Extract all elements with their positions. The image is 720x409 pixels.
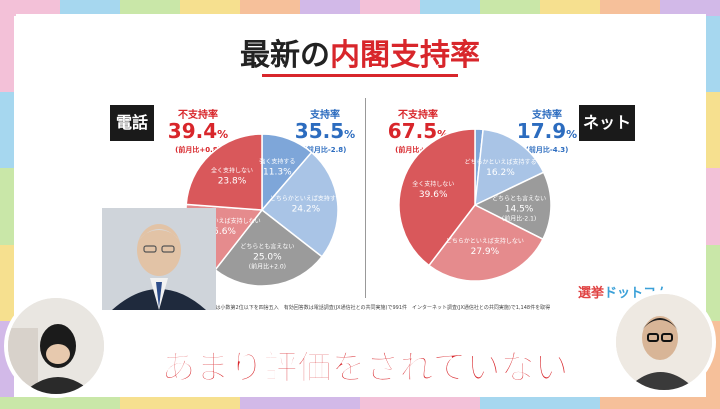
net-slice-label-4: 全く支持しない [412,180,454,188]
section-divider [365,98,366,298]
brand-part1: 選挙 [578,286,605,301]
phone-pie-chart: 強く支持する 11.3% どちらかといえば支持する 24.2% どちらとも言えない 25.… [183,133,342,287]
phone-approve-stat: 支持率 35.5% (前月比-2.8) [290,106,360,155]
phone-disapprove-stat: 不支持率 39.4% (前月比+0.8) [163,106,233,155]
phone-approve-value: 35.5 [294,119,345,143]
net-approve-label: 支持率 [532,110,562,121]
net-slice-1 [474,128,545,207]
net-slice-value-1: 16.2% [486,168,515,178]
net-slice-label-3: どちらかといえば支持しない [446,237,524,245]
net-slice-value-2: 14.5% [505,204,534,214]
title-prefix: 最新の [240,38,330,73]
phone-slice-2 [214,208,324,287]
net-disapprove-label: 不支持率 [398,110,438,121]
right-color-stripes [706,16,720,398]
net-approve-change: (前月比-4.3) [525,146,569,154]
host-webcam-left [4,294,108,398]
phone-slice-label-4: 全く支持しない [211,167,253,175]
host-webcam-right [612,290,716,394]
phone-disapprove-value: 39.4 [167,119,218,143]
net-slice-2 [473,171,552,241]
net-slice-value-3: 27.9% [471,247,500,257]
survey-footnote: ※日本国内の18歳以上の方を対象に実施。数字は小数第2位以下を四捨五入 有効回答… [110,305,551,311]
politician-portrait [102,208,216,310]
net-approve-stat: 支持率 17.9% (前月比-4.3) [512,106,582,155]
phone-disapprove-label: 不支持率 [178,110,218,121]
phone-disapprove-change: (前月比+0.8) [175,146,221,154]
phone-slice-value-3: 15.6% [207,227,236,237]
phone-slice-label-0: 強く支持する [259,158,295,166]
phone-badge: 電話 [110,105,154,141]
net-disapprove-unit: % [437,128,449,141]
net-slice-value-0: 1.7% [468,125,491,130]
net-badge: ネット [579,105,635,141]
subtitle-caption: あまり評価をされていない [160,344,570,392]
phone-approve-change: (前月比-2.8) [303,146,347,154]
top-color-stripes [0,0,720,16]
phone-slice-note-2: (前月比+2.0) [249,263,286,271]
page-title: 最新の内閣支持率 [0,30,720,74]
net-slice-3 [427,204,544,282]
net-slice-note-2: (前月比-2.1) [502,214,536,222]
net-slice-label-2: どちらとも言えない [492,194,546,202]
phone-approve-label: 支持率 [310,110,340,121]
left-color-stripes [0,16,14,398]
net-slice-4 [398,128,476,267]
caption-text: あまり評価をされていない [161,348,569,389]
net-pie-chart: 強く支持する1.7%どちらかといえば支持する16.2%どちらとも言えない14.5… [398,125,552,282]
title-highlight: 内閣支持率 [330,38,480,73]
phone-disapprove-unit: % [217,128,229,141]
net-disapprove-change: (前月比+6.3) [395,146,441,154]
phone-slice-4 [185,133,263,211]
phone-slice-value-0: 11.3% [263,168,292,178]
net-slice-value-4: 39.6% [419,190,448,200]
phone-slice-value-2: 25.0% [253,253,282,263]
net-disapprove-stat: 不支持率 67.5% (前月比+6.3) [383,106,453,155]
phone-slice-label-3: どちらかといえば支持しない [183,217,261,225]
title-underline [262,74,458,77]
phone-slice-value-4: 23.8% [218,177,247,187]
bottom-color-stripes [0,397,720,409]
net-slice-label-1: どちらかといえば支持する [464,158,536,166]
net-disapprove-value: 67.5 [387,119,438,143]
phone-slice-label-2: どちらとも言えない [240,243,294,251]
net-approve-value: 17.9 [516,119,567,143]
net-approve-unit: % [566,128,578,141]
phone-slice-1 [260,151,339,258]
phone-approve-unit: % [344,128,356,141]
phone-slice-value-1: 24.2% [292,205,321,215]
phone-slice-label-1: どちらかといえば支持する [270,195,342,203]
